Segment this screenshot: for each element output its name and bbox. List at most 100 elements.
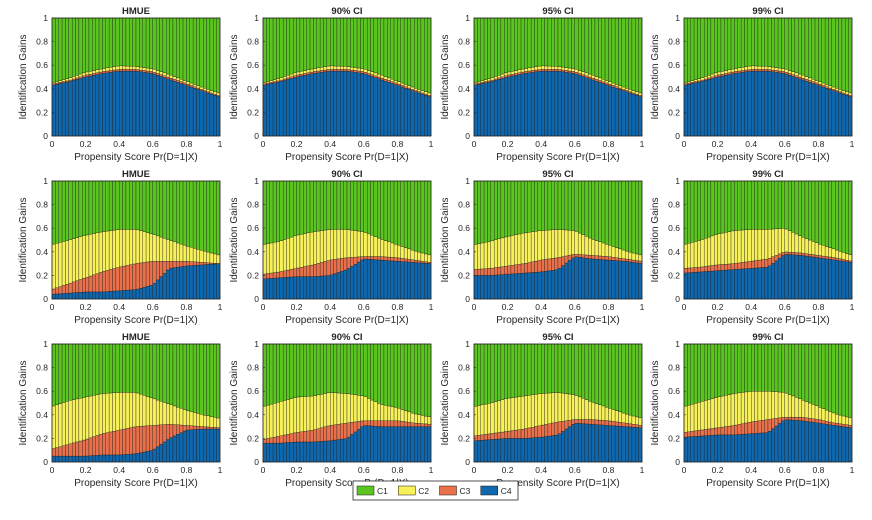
bar-c2 (474, 82, 477, 83)
bar-c4 (330, 71, 333, 136)
bar-c1 (337, 181, 340, 229)
bar-c3 (514, 265, 517, 274)
bar-c4 (755, 268, 758, 299)
bar-c3 (418, 261, 421, 263)
bar-c4 (79, 78, 82, 136)
bar-c4 (76, 293, 79, 299)
bar-c3 (357, 71, 360, 73)
bar-c3 (585, 76, 588, 78)
bar-c1 (825, 344, 828, 410)
bar-c3 (708, 78, 711, 79)
bar-c2 (86, 72, 89, 75)
bar-c2 (196, 413, 199, 426)
bar-c4 (139, 453, 142, 462)
bar-c2 (72, 400, 75, 443)
bar-c1 (217, 18, 220, 93)
bar-c2 (595, 77, 598, 80)
bar-c2 (524, 68, 527, 71)
bar-c2 (86, 235, 89, 277)
bar-c2 (605, 80, 608, 82)
bar-c4 (477, 84, 480, 136)
bar-c4 (381, 80, 384, 136)
bar-c1 (143, 344, 146, 395)
bar-c2 (424, 92, 427, 94)
bar-c2 (751, 229, 754, 261)
bar-c1 (474, 18, 477, 82)
bar-c4 (534, 272, 537, 299)
bar-c2 (582, 235, 585, 255)
bar-c3 (273, 273, 276, 279)
bar-c2 (428, 93, 431, 95)
bar-c3 (203, 427, 206, 429)
bar-c2 (578, 233, 581, 254)
bar-c2 (143, 68, 146, 71)
bar-c4 (166, 440, 169, 462)
bar-c3 (612, 257, 615, 260)
y-tick-label: 0.2 (247, 107, 259, 117)
bar-c4 (477, 275, 480, 299)
bar-c4 (728, 270, 731, 299)
bar-c1 (568, 344, 571, 394)
bar-c4 (531, 438, 534, 462)
bar-c2 (293, 236, 296, 269)
bar-c1 (792, 344, 795, 396)
bar-c4 (418, 263, 421, 299)
bar-c3 (558, 70, 561, 72)
bar-c4 (428, 427, 431, 462)
bar-c3 (266, 274, 269, 279)
bar-c1 (203, 344, 206, 415)
bar-c2 (350, 394, 353, 422)
bar-c4 (815, 423, 818, 462)
bar-c1 (595, 181, 598, 241)
bar-c2 (538, 231, 541, 261)
bar-c2 (738, 230, 741, 263)
bar-c2 (283, 76, 286, 79)
bar-c1 (183, 181, 186, 245)
bar-c1 (555, 18, 558, 66)
bar-c4 (592, 259, 595, 299)
x-tick-label: 1 (429, 139, 434, 149)
bar-c3 (183, 261, 186, 266)
bar-c4 (207, 429, 210, 462)
bar-c3 (741, 424, 744, 435)
bar-c2 (697, 402, 700, 430)
bar-c3 (340, 424, 343, 439)
bar-c1 (210, 181, 213, 253)
bar-c3 (835, 91, 838, 92)
bar-c2 (748, 66, 751, 69)
bar-c4 (323, 441, 326, 462)
bar-c3 (86, 277, 89, 292)
bar-c4 (156, 280, 159, 299)
bar-c3 (518, 73, 521, 75)
bar-c2 (704, 238, 707, 266)
y-tick-label: 0.4 (668, 247, 680, 257)
bar-c3 (818, 256, 821, 258)
bar-c2 (592, 75, 595, 78)
bar-c1 (283, 18, 286, 76)
bar-c2 (691, 404, 694, 431)
bar-c4 (612, 87, 615, 136)
bar-c2 (200, 250, 203, 262)
bar-c3 (401, 421, 404, 426)
bar-c4 (55, 84, 58, 136)
bar-c2 (632, 416, 635, 424)
x-axis-label: Propensity Score Pr(D=1|X) (496, 152, 619, 163)
bar-c2 (622, 250, 625, 259)
bar-c1 (558, 18, 561, 67)
bar-c1 (494, 344, 497, 402)
bar-c3 (173, 261, 176, 267)
bar-c1 (812, 344, 815, 404)
y-tick-label: 0.6 (247, 60, 259, 70)
x-tick-label: 0.8 (602, 465, 614, 475)
bar-c4 (531, 72, 534, 136)
bar-c1 (578, 18, 581, 71)
bar-c2 (775, 68, 778, 71)
bar-c3 (812, 255, 815, 257)
bar-c4 (92, 292, 95, 299)
bar-c2 (744, 67, 747, 70)
bar-c1 (89, 18, 92, 71)
bar-c4 (524, 438, 527, 462)
y-tick-label: 0.6 (458, 223, 470, 233)
bar-c3 (287, 434, 290, 442)
